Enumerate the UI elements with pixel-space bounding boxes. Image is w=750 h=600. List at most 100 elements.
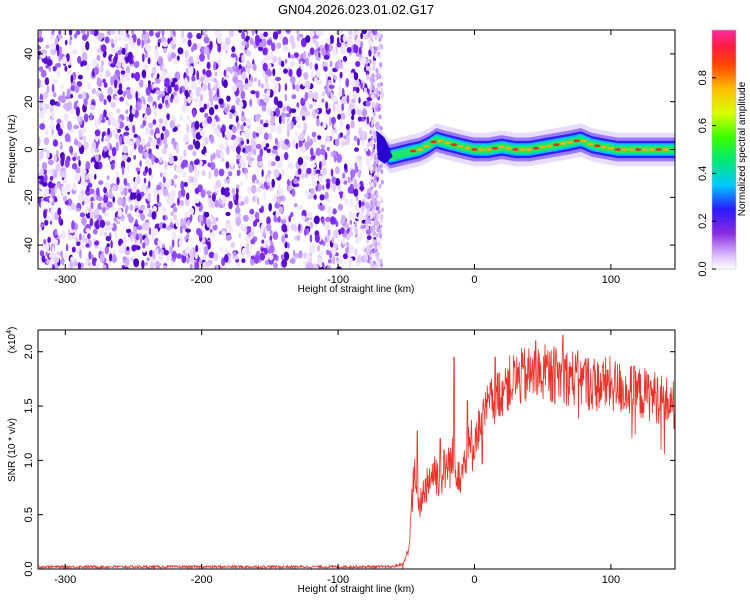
spectrogram-cell: [240, 116, 247, 122]
spectrogram-cell: [94, 161, 100, 170]
spectrogram-cell: [112, 196, 115, 203]
spectrogram-cell: [336, 153, 343, 163]
spectrogram-cell: [145, 159, 151, 166]
spectrogram-cell: [340, 45, 346, 56]
spectrogram-cell: [121, 160, 126, 170]
spectrogram-cell: [79, 233, 82, 241]
spectrogram-cell: [267, 69, 272, 77]
spectrogram-cell: [369, 243, 373, 249]
spectrogram-cell: [336, 102, 339, 112]
spectrogram-cell: [293, 52, 299, 58]
spectrogram-cell: [325, 135, 331, 142]
spectrogram-cell: [369, 85, 373, 91]
spectrogram-cell: [210, 97, 214, 107]
spectrogram-cell: [308, 104, 313, 109]
spectrogram-cell: [364, 251, 367, 256]
spectrogram-cell: [344, 198, 349, 206]
colorbar: 0.0 0.2 0.4 0.6 0.8 Normalized spectral ampl…: [697, 29, 748, 277]
spectrogram-cell: [49, 99, 56, 106]
spectrogram-cell: [51, 246, 55, 255]
spectrogram-cell: [69, 39, 72, 46]
spectrogram-cell: [56, 118, 62, 124]
spectrogram-cell: [72, 234, 76, 240]
spectrogram-cell: [107, 127, 111, 135]
spectrogram-cell: [216, 32, 222, 40]
spectrogram-cell: [113, 86, 119, 95]
spectrogram-cell: [371, 120, 374, 126]
spectrogram-cell: [114, 35, 118, 45]
spectrogram-cell: [141, 69, 147, 79]
spectrogram-cell: [152, 119, 157, 125]
spectrogram-cell: [253, 254, 260, 264]
signal-peak: [573, 139, 580, 143]
spectrogram-cell: [268, 51, 274, 59]
spectrogram-cell: [204, 152, 207, 158]
spectrogram-cell: [319, 262, 323, 268]
spectrogram-cell: [379, 244, 382, 249]
spectrogram-cell: [275, 155, 281, 162]
spectrogram-cell: [73, 33, 78, 39]
spectrogram-cell: [86, 185, 90, 193]
spectrogram-cell: [265, 143, 270, 148]
spectrogram-cell: [198, 214, 204, 222]
spectrogram-cell: [101, 60, 104, 67]
spectrogram-cell: [155, 30, 161, 38]
spectrogram-cell: [353, 135, 358, 142]
spectrogram-cell: [374, 30, 378, 36]
spectrogram-cell: [360, 32, 363, 40]
spectrogram-cell: [46, 59, 53, 67]
spectrogram-cell: [133, 154, 137, 160]
spectrogram-cell: [135, 104, 139, 109]
spectrogram-cell: [221, 229, 227, 236]
signal-peak: [525, 148, 533, 151]
spectrogram-cell: [45, 244, 50, 250]
spectrogram-cell: [313, 77, 318, 83]
spectrogram-cell: [236, 169, 241, 177]
spectrogram-cell: [289, 54, 295, 59]
spectrogram-cell: [209, 40, 213, 51]
spectrogram-cell: [313, 194, 317, 200]
spectrogram-cell: [247, 80, 253, 88]
spectrogram-cell: [166, 196, 170, 205]
spectrogram-cell: [123, 266, 129, 269]
spectrogram-cell: [279, 138, 283, 143]
spectrogram-cell: [371, 220, 374, 226]
x-tick-label: 100: [602, 574, 620, 586]
spectrogram-cell: [194, 187, 200, 194]
spectrogram-cell: [380, 81, 383, 87]
spectrogram-cell: [241, 258, 246, 264]
spectrogram-cell: [186, 124, 190, 134]
spectrogram-cell: [368, 58, 372, 65]
spectrogram-cell: [51, 168, 55, 174]
spectrogram-cell: [316, 118, 320, 127]
spectrogram-cell: [362, 227, 366, 234]
spectrogram-cell: [361, 138, 365, 147]
spectrogram-cell: [373, 138, 377, 143]
spectrogram-cell: [379, 62, 382, 68]
spectrogram-cell: [316, 79, 323, 86]
spectrogram-cell: [67, 101, 72, 110]
spectrogram-y-ticks: -40 -20 0 20 40: [23, 48, 675, 253]
spectrogram-cell: [74, 230, 78, 238]
spectrogram-cell: [163, 171, 167, 178]
spectrogram-cell: [212, 152, 216, 160]
spectrogram-cell: [119, 30, 125, 37]
spectrogram-cell: [111, 146, 117, 157]
spectrogram-cell: [176, 55, 180, 61]
spectrogram-cell: [93, 66, 100, 75]
spectrogram-cell: [179, 155, 183, 163]
spectrogram-cell: [373, 175, 377, 181]
spectrogram-cell: [44, 219, 49, 226]
spectrogram-cell: [318, 257, 322, 262]
spectrogram-cell: [356, 137, 360, 146]
spectrogram-cell: [125, 207, 128, 215]
spectrogram-cell: [260, 83, 265, 89]
spectrogram-cell: [214, 168, 219, 178]
spectrogram-cell: [40, 69, 47, 78]
spectrogram-cell: [54, 211, 59, 221]
spectrogram-cell: [224, 187, 230, 193]
spectrogram-cell: [244, 226, 248, 234]
spectrogram-cell: [163, 143, 169, 149]
spectrogram-cell: [49, 34, 55, 40]
